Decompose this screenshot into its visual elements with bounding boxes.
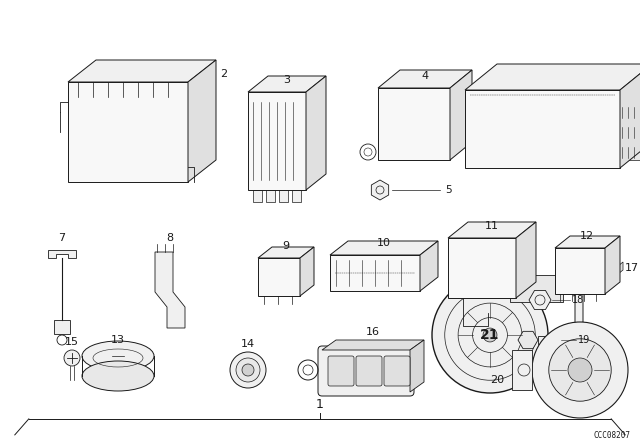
Polygon shape — [68, 82, 188, 182]
Polygon shape — [306, 76, 326, 190]
Polygon shape — [410, 340, 424, 392]
Polygon shape — [68, 60, 216, 82]
Polygon shape — [605, 236, 620, 294]
Text: 5: 5 — [445, 185, 452, 195]
Polygon shape — [266, 190, 275, 202]
Text: CCC08207: CCC08207 — [593, 431, 630, 440]
Polygon shape — [378, 70, 472, 88]
Polygon shape — [188, 126, 196, 136]
Polygon shape — [555, 248, 605, 294]
Text: 14: 14 — [241, 339, 255, 349]
Text: 10: 10 — [377, 238, 391, 248]
Polygon shape — [54, 320, 70, 334]
Polygon shape — [188, 142, 196, 152]
Ellipse shape — [82, 341, 154, 371]
Polygon shape — [330, 241, 438, 255]
Text: 21: 21 — [480, 328, 500, 342]
Polygon shape — [279, 190, 288, 202]
Text: 9: 9 — [282, 241, 289, 251]
Circle shape — [236, 358, 260, 382]
Polygon shape — [481, 326, 496, 338]
Polygon shape — [448, 222, 536, 238]
FancyBboxPatch shape — [328, 356, 354, 386]
Text: 11: 11 — [485, 221, 499, 231]
Polygon shape — [613, 262, 623, 278]
Circle shape — [432, 277, 548, 393]
Text: 7: 7 — [58, 233, 65, 243]
Polygon shape — [529, 290, 551, 310]
Text: 20: 20 — [490, 375, 504, 385]
Polygon shape — [618, 145, 640, 160]
Text: 19: 19 — [578, 335, 590, 345]
Polygon shape — [555, 236, 620, 248]
Text: 4: 4 — [421, 71, 429, 81]
Polygon shape — [620, 64, 640, 168]
Polygon shape — [188, 110, 196, 120]
Polygon shape — [465, 90, 620, 168]
FancyBboxPatch shape — [318, 346, 414, 396]
Text: 17: 17 — [625, 263, 639, 273]
Text: 3: 3 — [284, 75, 291, 85]
Polygon shape — [618, 105, 640, 120]
Circle shape — [548, 339, 611, 401]
Polygon shape — [538, 336, 560, 344]
Polygon shape — [448, 238, 516, 298]
Polygon shape — [516, 222, 536, 298]
Polygon shape — [188, 94, 196, 104]
Text: 13: 13 — [111, 335, 125, 345]
Polygon shape — [371, 180, 388, 200]
Polygon shape — [322, 340, 424, 350]
Circle shape — [568, 358, 592, 382]
Polygon shape — [300, 247, 314, 296]
Polygon shape — [292, 190, 301, 202]
Text: 18: 18 — [572, 295, 584, 305]
Polygon shape — [155, 252, 185, 328]
Polygon shape — [248, 92, 306, 190]
Polygon shape — [253, 190, 262, 202]
Text: 1: 1 — [316, 398, 324, 411]
Polygon shape — [465, 64, 640, 90]
Polygon shape — [258, 247, 314, 258]
Circle shape — [483, 328, 497, 342]
Polygon shape — [575, 270, 613, 330]
Circle shape — [242, 364, 254, 376]
Text: 8: 8 — [166, 233, 173, 243]
Polygon shape — [618, 125, 640, 140]
Polygon shape — [188, 60, 216, 182]
Polygon shape — [188, 158, 196, 168]
Polygon shape — [378, 88, 450, 160]
Text: 2: 2 — [220, 69, 228, 79]
FancyBboxPatch shape — [356, 356, 382, 386]
Polygon shape — [330, 255, 420, 291]
Polygon shape — [512, 350, 532, 390]
Polygon shape — [510, 275, 563, 302]
Text: 15: 15 — [65, 337, 79, 347]
Polygon shape — [258, 258, 300, 296]
Polygon shape — [450, 70, 472, 160]
Polygon shape — [518, 332, 538, 349]
Circle shape — [64, 350, 80, 366]
FancyBboxPatch shape — [384, 356, 410, 386]
Polygon shape — [248, 76, 326, 92]
Polygon shape — [420, 241, 438, 291]
Text: 16: 16 — [366, 327, 380, 337]
Polygon shape — [48, 250, 76, 258]
Ellipse shape — [82, 361, 154, 391]
Text: 12: 12 — [580, 231, 594, 241]
Circle shape — [230, 352, 266, 388]
Circle shape — [532, 322, 628, 418]
